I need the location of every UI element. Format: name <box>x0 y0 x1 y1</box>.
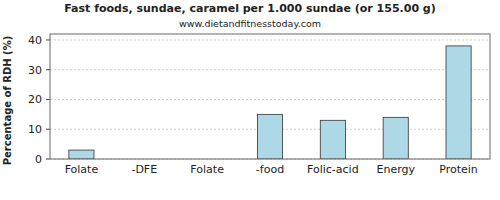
y-tick-label: 10 <box>28 123 42 136</box>
bar <box>69 150 94 159</box>
y-tick <box>46 69 50 70</box>
chart: Fast foods, sundae, caramel per 1.000 su… <box>0 0 500 200</box>
x-tick-label: Energy <box>376 163 415 176</box>
x-tick-label: -DFE <box>131 163 157 176</box>
plot-frame <box>50 34 490 159</box>
y-tick-label: 40 <box>28 34 42 47</box>
y-tick-label: 0 <box>35 153 42 166</box>
title: Fast foods, sundae, caramel per 1.000 su… <box>64 2 436 15</box>
y-tick <box>46 99 50 100</box>
grid-line <box>50 99 490 100</box>
y-axis-label: Percentage of RDH (%) <box>2 36 13 166</box>
x-tick-label: Folate <box>190 163 224 176</box>
x-tick-label: Folic-acid <box>307 163 359 176</box>
subtitle: www.dietandfitnesstoday.com <box>179 18 321 29</box>
bar <box>320 120 345 159</box>
x-tick-label: -food <box>256 163 284 176</box>
y-tick <box>46 39 50 40</box>
bar <box>383 117 408 159</box>
plot-area <box>50 34 490 159</box>
x-tick-label: Folate <box>65 163 99 176</box>
bars <box>69 46 471 159</box>
grid-line <box>50 39 490 40</box>
y-tick-label: 20 <box>28 93 42 106</box>
grid-line <box>50 69 490 70</box>
bar <box>257 114 282 159</box>
y-tick <box>46 159 50 160</box>
bar <box>446 46 471 159</box>
y-tick <box>46 129 50 130</box>
x-tick-label: Protein <box>439 163 478 176</box>
y-tick-label: 30 <box>28 64 42 77</box>
